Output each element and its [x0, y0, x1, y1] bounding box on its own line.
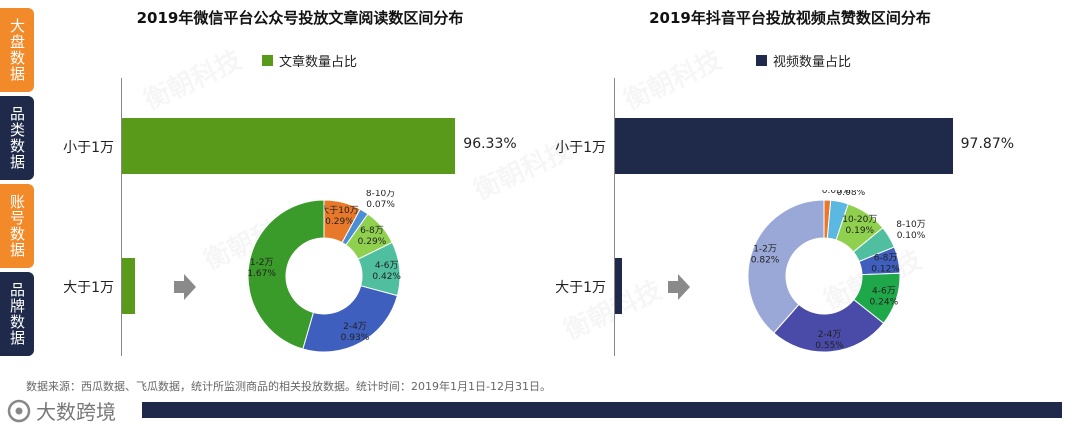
wechat-bar-lt10k	[122, 118, 456, 174]
douyin-legend-swatch	[756, 55, 767, 66]
douyin-donut-slice-label-5: 4-6万	[872, 287, 896, 297]
wechat-value-label: 96.33%	[463, 136, 517, 152]
douyin-bar-gt10k	[615, 258, 623, 314]
wechat-legend-label: 文章数量占比	[279, 55, 358, 70]
wechat-donut-slice-value-2: 0.29%	[358, 237, 387, 247]
wechat-donut-slice-4	[302, 285, 399, 353]
douyin-donut-slice-value-3: 0.10%	[897, 231, 926, 241]
douyin-donut-slice-label-4: 6-8万	[874, 254, 898, 264]
douyin-donut-slice-value-6: 0.55%	[815, 341, 844, 351]
wechat-donut-slice-value-3: 0.42%	[372, 272, 401, 282]
douyin-donut-chart: 50万以上0.03%20-50万0.08%10-20万0.19%8-10万0.1…	[747, 190, 926, 353]
wechat-axis	[121, 78, 122, 356]
wechat-donut-slice-5	[247, 199, 325, 350]
douyin-legend-label: 视频数量占比	[773, 55, 852, 70]
douyin-donut-slice-value-2: 0.19%	[846, 226, 875, 236]
wechat-category-label: 大于1万	[63, 280, 114, 296]
arrow-right-icon	[174, 274, 196, 300]
wechat-donut-chart: 大于10万0.29%8-10万0.07%6-8万0.29%4-6万0.42%2-…	[247, 190, 401, 353]
wechat-donut-slice-label-4: 2-4万	[343, 322, 367, 332]
sidebar-tab-account[interactable]: 账号数据	[0, 184, 34, 268]
douyin-legend: 视频数量占比	[756, 51, 851, 70]
arrow-right-icon	[668, 274, 690, 300]
douyin-bar-lt10k	[615, 118, 953, 174]
wechat-chart-title: 2019年微信平台公众号投放文章阅读数区间分布	[136, 9, 464, 27]
douyin-value-label: 97.87%	[960, 136, 1015, 152]
sidebar-tab-brand[interactable]: 品牌数据	[0, 272, 34, 356]
douyin-donut-slice-7	[747, 199, 825, 334]
douyin-category-label: 小于1万	[555, 140, 606, 156]
douyin-donut-slice-label-2: 10-20万	[842, 215, 877, 225]
wechat-category-label: 小于1万	[63, 140, 114, 156]
douyin-axis	[614, 78, 615, 356]
wechat-bar-gt10k	[122, 258, 135, 314]
footer-bar	[142, 402, 1062, 418]
wechat-donut-slice-value-0: 0.29%	[325, 217, 354, 227]
douyin-donut-slice-value-1: 0.08%	[837, 190, 866, 198]
brand-icon	[7, 399, 31, 422]
brand-name: 大数跨境	[36, 400, 116, 424]
douyin-chart-title: 2019年抖音平台投放视频点赞数区间分布	[649, 9, 931, 27]
wechat-donut-slice-value-1: 0.07%	[366, 200, 395, 210]
sidebar-tab-category[interactable]: 品类数据	[0, 96, 34, 180]
wechat-donut-slice-label-5: 1-2万	[250, 258, 274, 268]
douyin-donut-slice-label-7: 1-2万	[753, 245, 777, 255]
douyin-donut-slice-label-3: 8-10万	[896, 220, 925, 230]
sidebar-tab-market[interactable]: 大盘数据	[0, 8, 34, 92]
wechat-donut-slice-value-5: 1.67%	[247, 269, 276, 279]
wechat-donut-slice-label-0: 大于10万	[320, 204, 358, 216]
douyin-donut-slice-value-0: 0.03%	[822, 190, 851, 196]
douyin-donut-slice-label-6: 2-4万	[818, 330, 842, 340]
wechat-donut-slice-label-3: 4-6万	[375, 261, 399, 271]
douyin-category-label: 大于1万	[555, 280, 606, 296]
douyin-donut-slice-value-4: 0.12%	[871, 265, 900, 275]
wechat-legend-swatch	[262, 55, 273, 66]
data-source-note: 数据来源：西瓜数据、飞瓜数据，统计所监测商品的相关投放数据。统计时间：2019年…	[26, 380, 551, 393]
brand-logo: 大数跨境	[6, 396, 116, 425]
wechat-donut-slice-label-1: 8-10万	[366, 190, 395, 199]
douyin-donut-slice-value-5: 0.24%	[870, 298, 899, 308]
wechat-donut-slice-label-2: 6-8万	[360, 226, 384, 236]
douyin-donut-slice-value-7: 0.82%	[751, 256, 780, 266]
wechat-donut-slice-value-4: 0.93%	[341, 333, 370, 343]
wechat-legend: 文章数量占比	[262, 51, 357, 70]
